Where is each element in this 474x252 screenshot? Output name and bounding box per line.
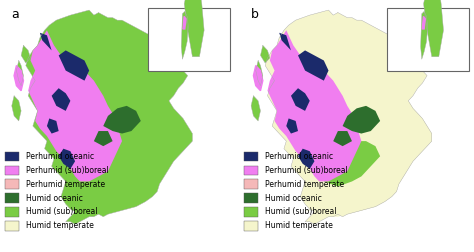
Polygon shape <box>103 106 141 134</box>
Text: Humid (sub)boreal: Humid (sub)boreal <box>26 207 97 216</box>
Bar <box>244 152 258 161</box>
Bar <box>387 8 469 71</box>
Text: Perhumid temperate: Perhumid temperate <box>265 180 344 189</box>
Polygon shape <box>298 50 328 81</box>
Polygon shape <box>279 33 291 50</box>
Polygon shape <box>343 106 380 134</box>
Polygon shape <box>26 10 192 224</box>
Polygon shape <box>40 33 52 50</box>
Polygon shape <box>184 0 204 57</box>
Text: Humid oceanic: Humid oceanic <box>265 194 322 203</box>
Polygon shape <box>254 66 263 91</box>
Polygon shape <box>324 141 380 186</box>
Bar <box>5 152 19 161</box>
Bar <box>148 8 230 71</box>
Bar <box>5 207 19 217</box>
Polygon shape <box>47 118 59 134</box>
Bar <box>244 207 258 217</box>
Polygon shape <box>298 149 314 169</box>
Polygon shape <box>256 60 263 86</box>
Text: Humid temperate: Humid temperate <box>265 221 333 230</box>
Text: Perhumid (sub)boreal: Perhumid (sub)boreal <box>265 166 348 175</box>
Polygon shape <box>183 16 186 29</box>
Bar <box>244 179 258 189</box>
Polygon shape <box>424 0 444 57</box>
Polygon shape <box>52 88 71 111</box>
Text: Humid temperate: Humid temperate <box>26 221 94 230</box>
Text: Perhumid (sub)boreal: Perhumid (sub)boreal <box>26 166 109 175</box>
Bar <box>244 193 258 203</box>
Polygon shape <box>14 66 24 91</box>
Text: Humid (sub)boreal: Humid (sub)boreal <box>265 207 337 216</box>
Text: Perhumid temperate: Perhumid temperate <box>26 180 105 189</box>
Text: Perhumid oceanic: Perhumid oceanic <box>26 152 94 161</box>
Polygon shape <box>17 60 24 86</box>
Polygon shape <box>59 149 75 169</box>
Polygon shape <box>94 131 113 146</box>
Text: Humid oceanic: Humid oceanic <box>26 194 82 203</box>
Polygon shape <box>181 11 188 59</box>
Bar <box>5 166 19 175</box>
Polygon shape <box>21 45 30 63</box>
Polygon shape <box>59 50 89 81</box>
Text: b: b <box>251 8 259 21</box>
Polygon shape <box>291 88 310 111</box>
Polygon shape <box>251 96 261 121</box>
Polygon shape <box>28 30 122 181</box>
Polygon shape <box>422 16 425 29</box>
Text: a: a <box>12 8 19 21</box>
Polygon shape <box>265 10 432 224</box>
Bar <box>5 193 19 203</box>
Polygon shape <box>347 50 432 212</box>
Polygon shape <box>267 30 361 181</box>
Polygon shape <box>333 131 352 146</box>
Polygon shape <box>286 118 298 134</box>
Bar <box>5 221 19 231</box>
Bar <box>5 179 19 189</box>
Polygon shape <box>420 11 428 59</box>
Polygon shape <box>261 45 270 63</box>
Text: Perhumid oceanic: Perhumid oceanic <box>265 152 333 161</box>
Bar <box>244 166 258 175</box>
Bar <box>244 221 258 231</box>
Polygon shape <box>305 197 366 217</box>
Polygon shape <box>12 96 21 121</box>
